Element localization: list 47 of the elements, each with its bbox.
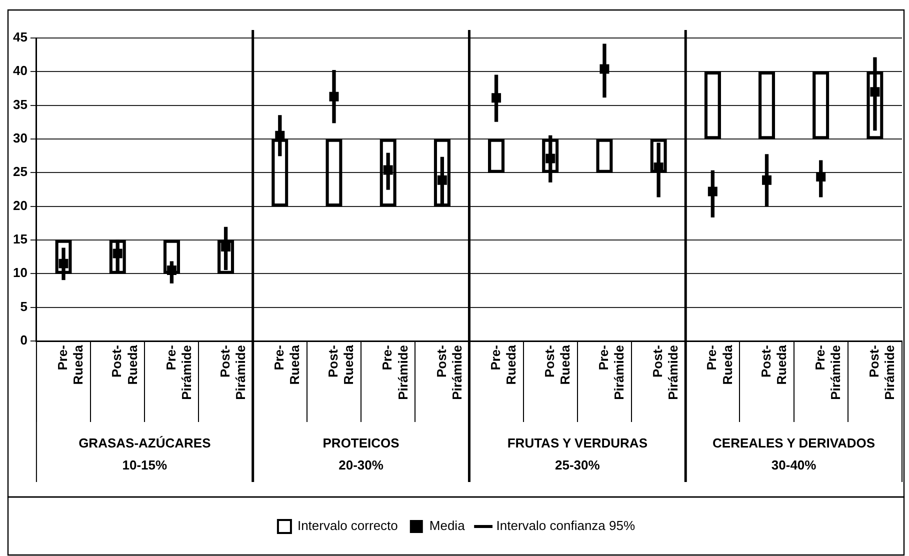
legend-label: Intervalo correcto [297, 518, 398, 534]
y-tick-label: 15 [12, 232, 28, 247]
y-tick-label: 25 [12, 164, 28, 180]
point [870, 87, 880, 97]
bar [602, 44, 606, 98]
point [437, 175, 447, 185]
point [600, 64, 610, 74]
x-tick-label: Post-Rueda [326, 344, 356, 385]
x-tick-label: Post-Rueda [109, 344, 140, 385]
text: GRASAS-AZÚCARES 10-15% [78, 436, 212, 473]
x-tick-label: Post-Pirámide [866, 345, 898, 400]
x-tick-label: Post-Pirámide [434, 345, 464, 400]
point [58, 258, 68, 268]
point [492, 93, 502, 103]
x-tick-label: Pre-Pirámide [380, 345, 410, 400]
y-tick-label: 30 [12, 130, 28, 146]
point [329, 92, 339, 102]
legend-label: Media [429, 518, 466, 534]
x-tick-label: Post-Rueda [542, 344, 573, 385]
x-tick-label: Pre-Rueda [704, 344, 735, 385]
point [221, 242, 231, 252]
y-tick-label: 35 [12, 96, 28, 112]
x-tick-label: Post-Pirámide [217, 345, 248, 400]
point [708, 186, 718, 196]
x-tick-label: Post-Rueda [758, 344, 789, 385]
x-tick-label: Pre-Pirámide [812, 345, 844, 400]
x-tick-label: Pre-Rueda [271, 344, 302, 385]
y-tick-label: 0 [20, 332, 28, 348]
y-tick-label: 45 [12, 30, 28, 45]
point [816, 172, 826, 182]
x-tick-label: Pre-Rueda [55, 344, 86, 385]
y-tick-label: 20 [12, 198, 28, 213]
y-tick-label: 10 [12, 265, 28, 280]
point [275, 130, 285, 140]
y-tick-label: 5 [20, 298, 28, 314]
point [166, 266, 176, 276]
legend-label: Intervalo confianza 95% [496, 518, 636, 534]
point [762, 175, 772, 185]
x-tick-label: Post-Pirámide [650, 345, 681, 400]
x-tick-label: Pre-Pirámide [596, 345, 627, 400]
text: CEREALES Y DERIVADOS 30-40% [712, 436, 876, 473]
x-tick-label: Pre-Rueda [488, 344, 518, 385]
x-tick-label: Pre-Pirámide [163, 345, 194, 400]
text: PROTEICOS 20-30% [322, 436, 400, 473]
y-tick-label: 40 [12, 63, 28, 78]
point [383, 165, 393, 175]
text: FRUTAS Y VERDURAS 25-30% [507, 436, 648, 473]
